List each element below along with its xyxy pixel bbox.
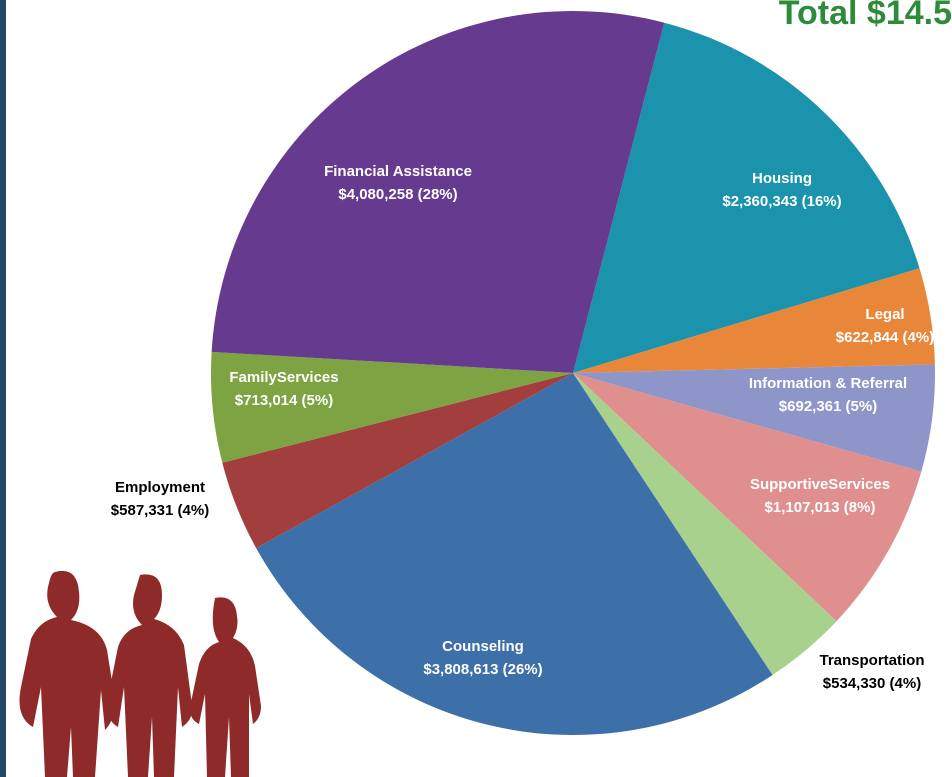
slice-name: Legal	[865, 306, 904, 323]
slice-name: Financial Assistance	[324, 163, 472, 180]
pie-slice	[573, 373, 922, 622]
silhouette	[107, 574, 193, 777]
left-strip	[0, 0, 6, 777]
pie-slice	[256, 373, 773, 735]
silhouette	[190, 597, 261, 777]
slice-name: Counseling	[442, 638, 524, 655]
slice-name: Employment	[115, 479, 205, 496]
slice-name: Transportation	[819, 652, 924, 669]
pie-slice	[222, 373, 573, 549]
slice-value-label: $622,844 (4%)	[836, 329, 934, 346]
pie-slice	[211, 11, 665, 374]
slice-value-label: $4,080,258 (28%)	[338, 186, 457, 203]
slice-name: FamilyServices	[229, 369, 338, 386]
slice-name: Housing	[752, 170, 812, 187]
silhouette	[19, 570, 115, 777]
pie-slice	[573, 364, 935, 472]
slice-value-label: $692,361 (5%)	[779, 398, 877, 415]
pie-slice	[573, 268, 935, 373]
pie-slice	[573, 22, 920, 374]
slice-value-label: $713,014 (5%)	[235, 392, 333, 409]
chart-title: Total $14.5	[779, 0, 952, 32]
labels: Housing $2,360,343 (16%) Legal $622,844 (4%…	[111, 163, 934, 692]
slice-value-label: $3,808,613 (26%)	[423, 661, 542, 678]
people-silhouettes	[19, 570, 261, 777]
slice-name: Information & Referral	[749, 375, 907, 392]
slice-name: SupportiveServices	[750, 476, 890, 493]
pie	[211, 11, 935, 735]
pie-slice	[573, 373, 837, 676]
slice-value-label: $2,360,343 (16%)	[722, 193, 841, 210]
slice-value-label: $534,330 (4%)	[823, 675, 921, 692]
slice-value-label: $587,331 (4%)	[111, 502, 209, 519]
slice-value-label: $1,107,013 (8%)	[765, 499, 876, 516]
pie-slice	[211, 351, 573, 463]
